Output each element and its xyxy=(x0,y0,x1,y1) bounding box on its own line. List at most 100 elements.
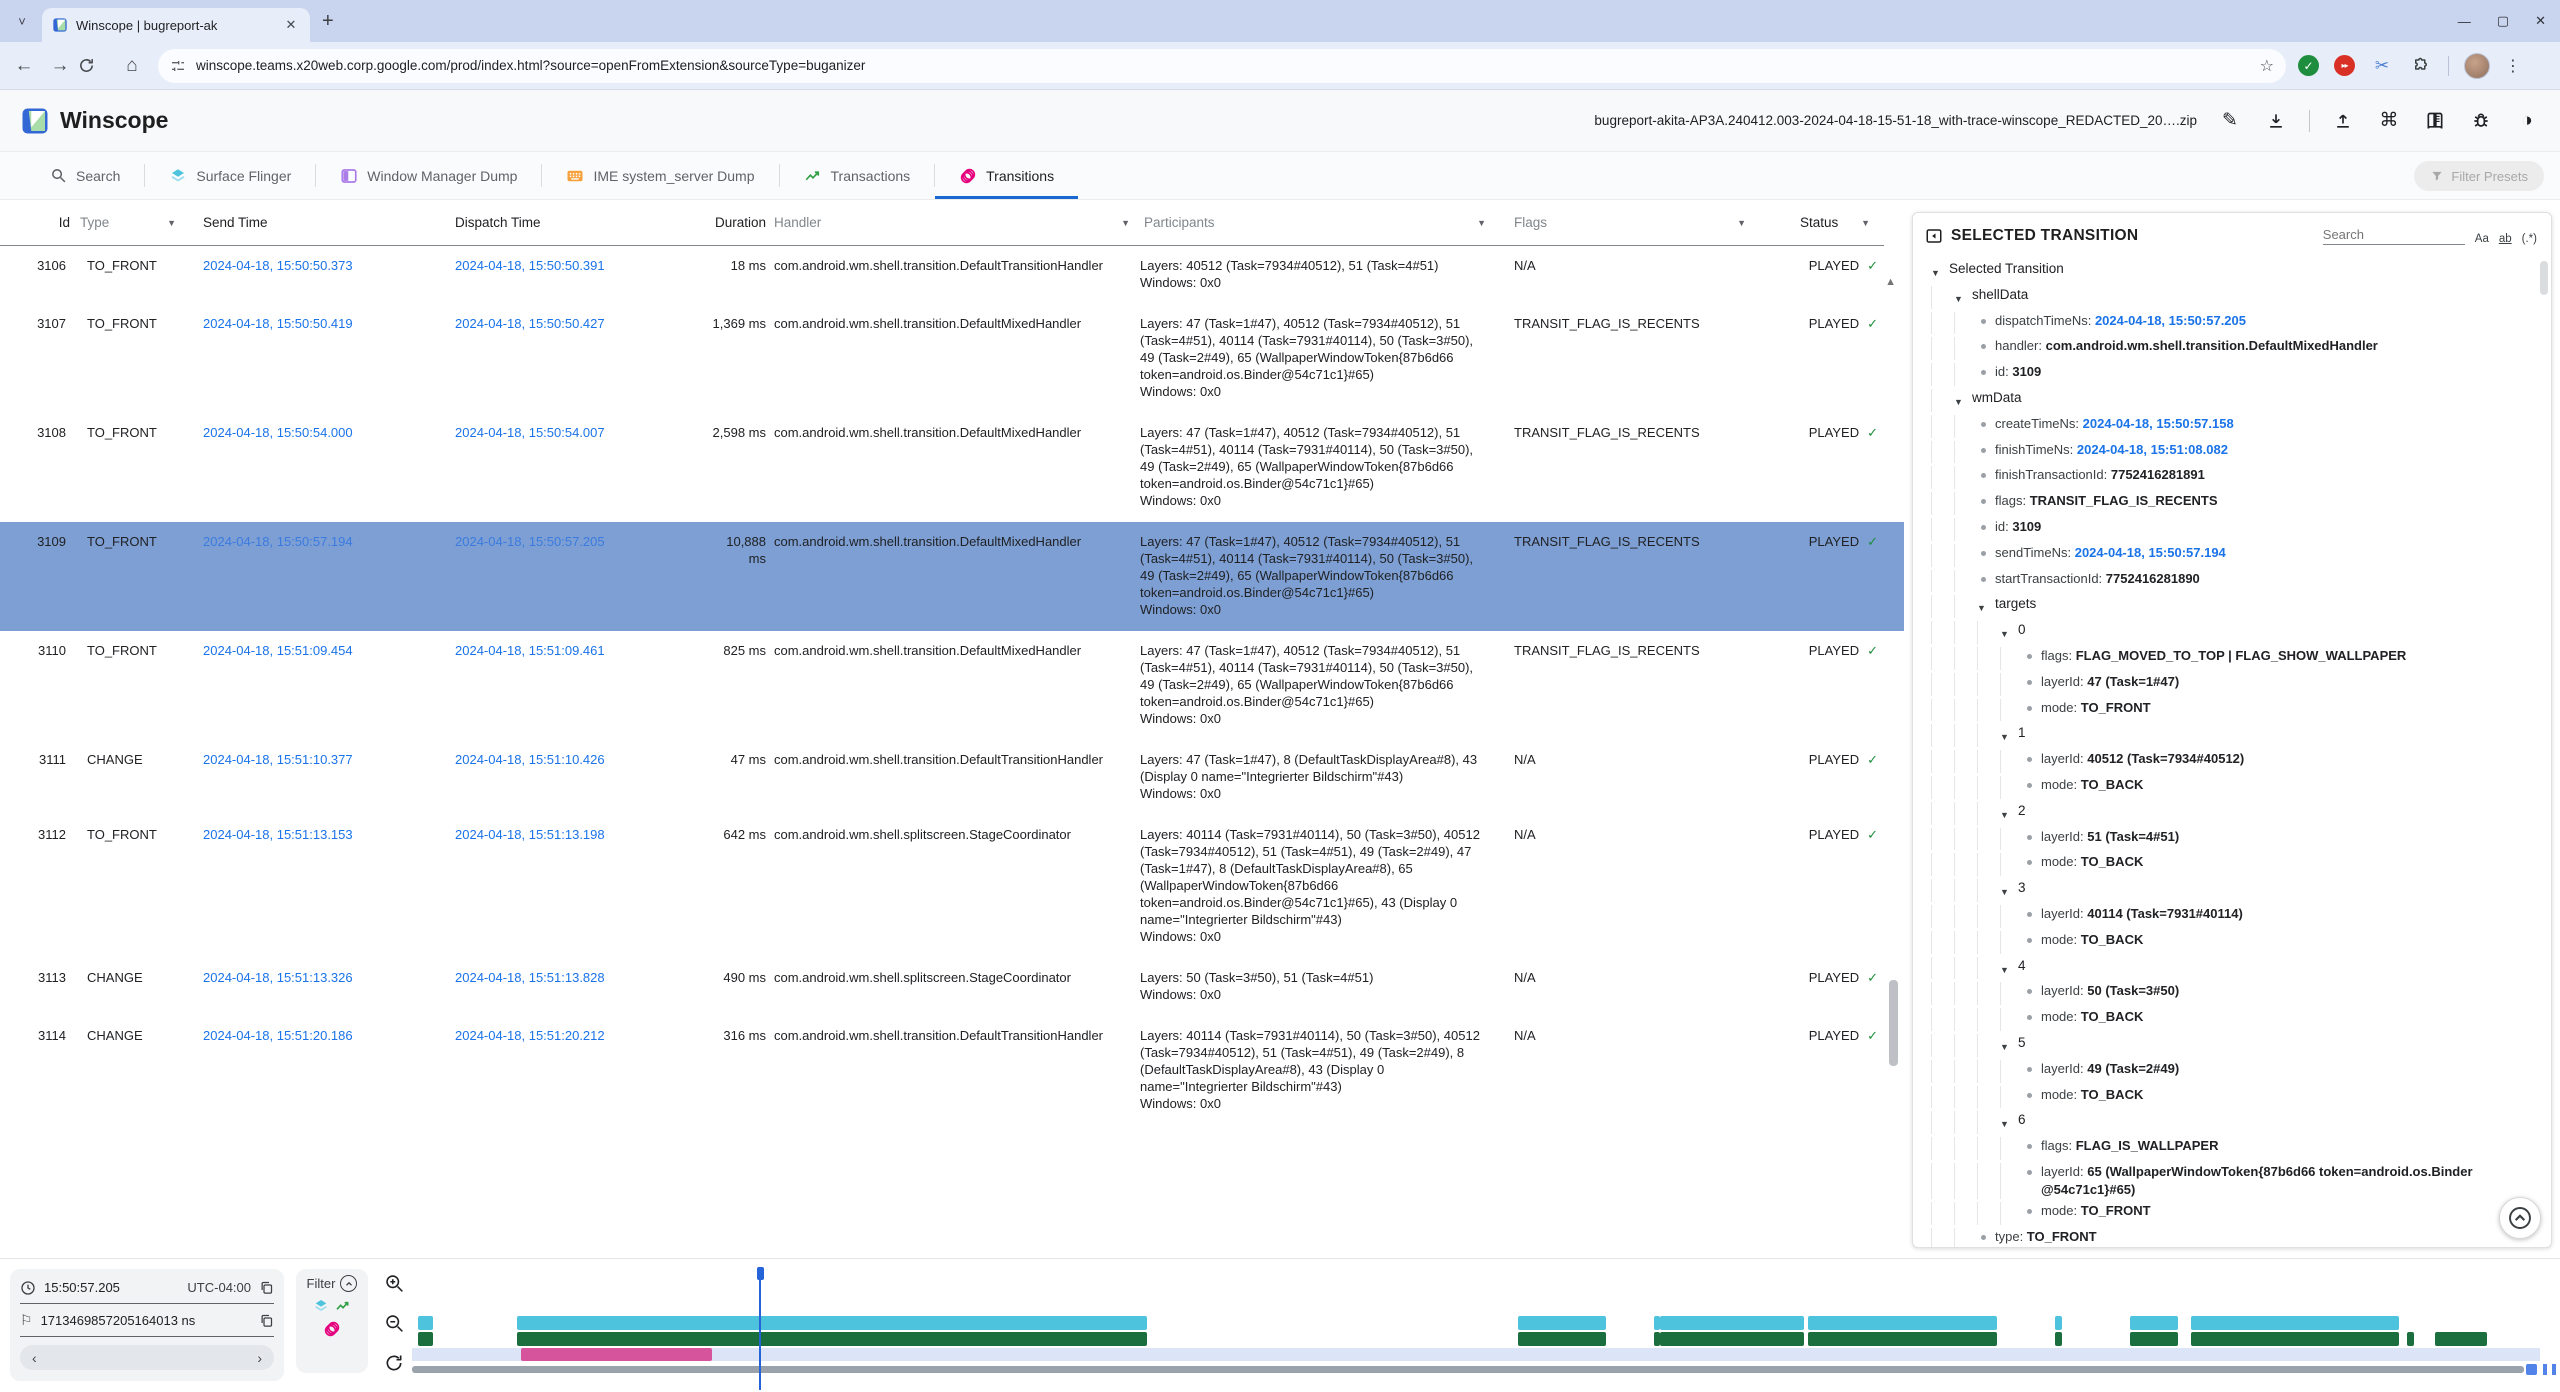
cell-dispatch-time-link[interactable]: 2024-04-18, 15:51:13.198 xyxy=(455,827,605,842)
site-settings-icon[interactable] xyxy=(170,58,186,74)
cell-send-time-link[interactable]: 2024-04-18, 15:51:09.454 xyxy=(203,643,353,658)
dark-mode-toggle-icon[interactable]: ◑ xyxy=(2521,109,2533,131)
cell-dispatch-time-link[interactable]: 2024-04-18, 15:50:54.007 xyxy=(455,425,605,440)
cursor-handle[interactable] xyxy=(756,1267,764,1280)
expand-arrow-icon[interactable]: ▼ xyxy=(2000,809,2009,820)
copy-icon[interactable] xyxy=(259,1313,274,1328)
timeline-segment[interactable] xyxy=(2130,1316,2178,1330)
table-row-3107[interactable]: 3107 TO_FRONT 2024-04-18, 15:50:50.419 2024… xyxy=(0,304,1904,413)
timeline-segment[interactable] xyxy=(1653,1332,1660,1346)
tree-node-6[interactable]: ▼ 6 xyxy=(1931,1108,2545,1135)
cell-dispatch-time-link[interactable]: 2024-04-18, 15:50:50.427 xyxy=(455,316,605,331)
timeline-segment[interactable] xyxy=(2190,1332,2399,1346)
cell-send-time-link[interactable]: 2024-04-18, 15:50:57.194 xyxy=(203,534,353,549)
dropdown-icon[interactable]: ▼ xyxy=(1737,217,1746,228)
tree-node-5[interactable]: ▼ 5 xyxy=(1931,1031,2545,1057)
tree-node-0[interactable]: ▼ 0 xyxy=(1931,618,2545,644)
tree-node-4[interactable]: ▼ 4 xyxy=(1931,954,2545,980)
expand-arrow-icon[interactable]: ▼ xyxy=(2000,629,2009,640)
layers-filter-icon[interactable] xyxy=(313,1298,329,1314)
timeline-segment[interactable] xyxy=(517,1332,1147,1346)
tab-transitions[interactable]: Transitions xyxy=(935,152,1079,199)
column-header-participants[interactable]: Participants ▼ xyxy=(1144,215,1486,230)
url-text[interactable]: winscope.teams.x20web.corp.google.com/pr… xyxy=(196,58,866,73)
copy-icon[interactable] xyxy=(259,1280,274,1295)
current-time-value[interactable]: 15:50:57.205 xyxy=(44,1280,120,1295)
timeline-cursor[interactable] xyxy=(756,1267,764,1390)
browser-menu-icon[interactable]: ⋮ xyxy=(2505,57,2521,75)
expand-arrow-icon[interactable]: ▼ xyxy=(1954,396,1963,407)
timeline-canvas[interactable] xyxy=(412,1259,2560,1392)
table-row-3113[interactable]: 3113 CHANGE 2024-04-18, 15:51:13.326 2024-0… xyxy=(0,958,1904,1016)
new-tab-button[interactable]: + xyxy=(322,9,334,32)
tree-node-Selected Transition[interactable]: ▼ Selected Transition xyxy=(1931,257,2545,283)
expand-arrow-icon[interactable]: ▼ xyxy=(2000,964,2009,975)
current-time-field[interactable]: 15:50:57.205 UTC-04:00 xyxy=(20,1276,274,1304)
column-header-dispatch-time[interactable]: Dispatch Time xyxy=(455,215,541,230)
cell-send-time-link[interactable]: 2024-04-18, 15:51:13.153 xyxy=(203,827,353,842)
table-scrollbar[interactable] xyxy=(1889,980,1898,1066)
timeline-scrollbar[interactable] xyxy=(412,1366,2524,1373)
window-close-button[interactable]: ✕ xyxy=(2535,13,2546,28)
timeline-segment[interactable] xyxy=(2055,1316,2062,1330)
expand-arrow-icon[interactable]: ▼ xyxy=(2000,1119,2009,1130)
tree-node-wmData[interactable]: ▼ wmData xyxy=(1931,386,2545,412)
cell-dispatch-time-link[interactable]: 2024-04-18, 15:51:10.426 xyxy=(455,752,605,767)
tree-node-3[interactable]: ▼ 3 xyxy=(1931,876,2545,902)
download-icon[interactable] xyxy=(2263,108,2289,134)
tab-close-icon[interactable]: ✕ xyxy=(285,17,297,32)
column-header-handler[interactable]: Handler ▼ xyxy=(774,215,1130,230)
tree-text[interactable]: finishTimeNs: 2024-04-18, 15:51:08.082 xyxy=(1995,441,2228,457)
bookmark-star-icon[interactable]: ☆ xyxy=(2259,57,2274,75)
zoom-out-button[interactable] xyxy=(382,1311,406,1335)
tree-text[interactable]: dispatchTimeNs: 2024-04-18, 15:50:57.205 xyxy=(1995,312,2246,328)
cell-dispatch-time-link[interactable]: 2024-04-18, 15:51:20.212 xyxy=(455,1028,605,1043)
tree-node-targets[interactable]: ▼ targets xyxy=(1931,592,2545,619)
expand-arrow-icon[interactable]: ▼ xyxy=(2000,1041,2009,1052)
column-header-type[interactable]: Type ▼ xyxy=(80,215,176,230)
surface-flinger-track[interactable] xyxy=(412,1316,2560,1330)
timeline-segment[interactable] xyxy=(2055,1332,2062,1346)
cell-dispatch-time-link[interactable]: 2024-04-18, 15:50:57.205 xyxy=(455,534,605,549)
column-header-duration[interactable]: Duration xyxy=(714,215,766,230)
timeline-segment[interactable] xyxy=(520,1348,713,1361)
table-row-3114[interactable]: 3114 CHANGE 2024-04-18, 15:51:20.186 2024-0… xyxy=(0,1016,1904,1125)
column-header-flags[interactable]: Flags ▼ xyxy=(1514,215,1746,230)
expand-arrow-icon[interactable]: ▼ xyxy=(1931,268,1940,278)
table-row-3108[interactable]: 3108 TO_FRONT 2024-04-18, 15:50:54.000 2024… xyxy=(0,413,1904,522)
timeline-segment[interactable] xyxy=(418,1332,434,1346)
tab-surface-flinger[interactable]: Surface Flinger xyxy=(145,152,315,199)
home-button[interactable]: ⌂ xyxy=(126,54,138,76)
tab-transactions[interactable]: Transactions xyxy=(780,152,935,199)
edit-icon[interactable]: ✎ xyxy=(2222,110,2238,131)
profile-avatar[interactable] xyxy=(2464,52,2490,79)
timeline-segment[interactable] xyxy=(2407,1332,2414,1346)
expand-arrow-icon[interactable]: ▼ xyxy=(2000,887,2009,898)
tree-node-1[interactable]: ▼ 1 xyxy=(1931,721,2545,748)
timeline-segment[interactable] xyxy=(1808,1332,1998,1346)
timeline-segment[interactable] xyxy=(1659,1316,1804,1330)
extension-status-icon[interactable]: ✓ xyxy=(2298,55,2319,76)
transactions-filter-icon[interactable] xyxy=(335,1298,351,1314)
next-frame-button[interactable]: › xyxy=(257,1349,262,1366)
cell-send-time-link[interactable]: 2024-04-18, 15:50:50.419 xyxy=(203,316,353,331)
timeline-scroll-handle[interactable] xyxy=(2526,1364,2537,1375)
collapse-filter-button[interactable] xyxy=(340,1275,358,1292)
reload-button[interactable] xyxy=(78,57,114,74)
window-maximize-button[interactable]: ▢ xyxy=(2496,13,2510,28)
timeline-segment[interactable] xyxy=(2435,1332,2487,1346)
back-button[interactable]: ← xyxy=(14,54,34,76)
report-bug-icon[interactable] xyxy=(2468,108,2494,134)
column-header-status[interactable]: Status ▼ xyxy=(1800,215,1870,230)
dropdown-icon[interactable]: ▼ xyxy=(167,217,176,228)
transitions-filter-icon[interactable] xyxy=(323,1320,341,1338)
column-header-send-time[interactable]: Send Time xyxy=(203,215,268,230)
regex-toggle[interactable]: (.*) xyxy=(2521,233,2537,245)
tab-search-button[interactable]: ˅ xyxy=(8,7,36,35)
url-bar[interactable]: winscope.teams.x20web.corp.google.com/pr… xyxy=(158,48,2286,83)
timeline-segment[interactable] xyxy=(2130,1332,2178,1346)
browser-tab[interactable]: Winscope | bugreport-ak ✕ xyxy=(42,8,310,42)
table-row-3109[interactable]: 3109 TO_FRONT 2024-04-18, 15:50:57.194 2024… xyxy=(0,522,1904,631)
timeline-segment[interactable] xyxy=(517,1316,1147,1330)
table-row-3106[interactable]: 3106 TO_FRONT 2024-04-18, 15:50:50.373 2024… xyxy=(0,246,1904,304)
